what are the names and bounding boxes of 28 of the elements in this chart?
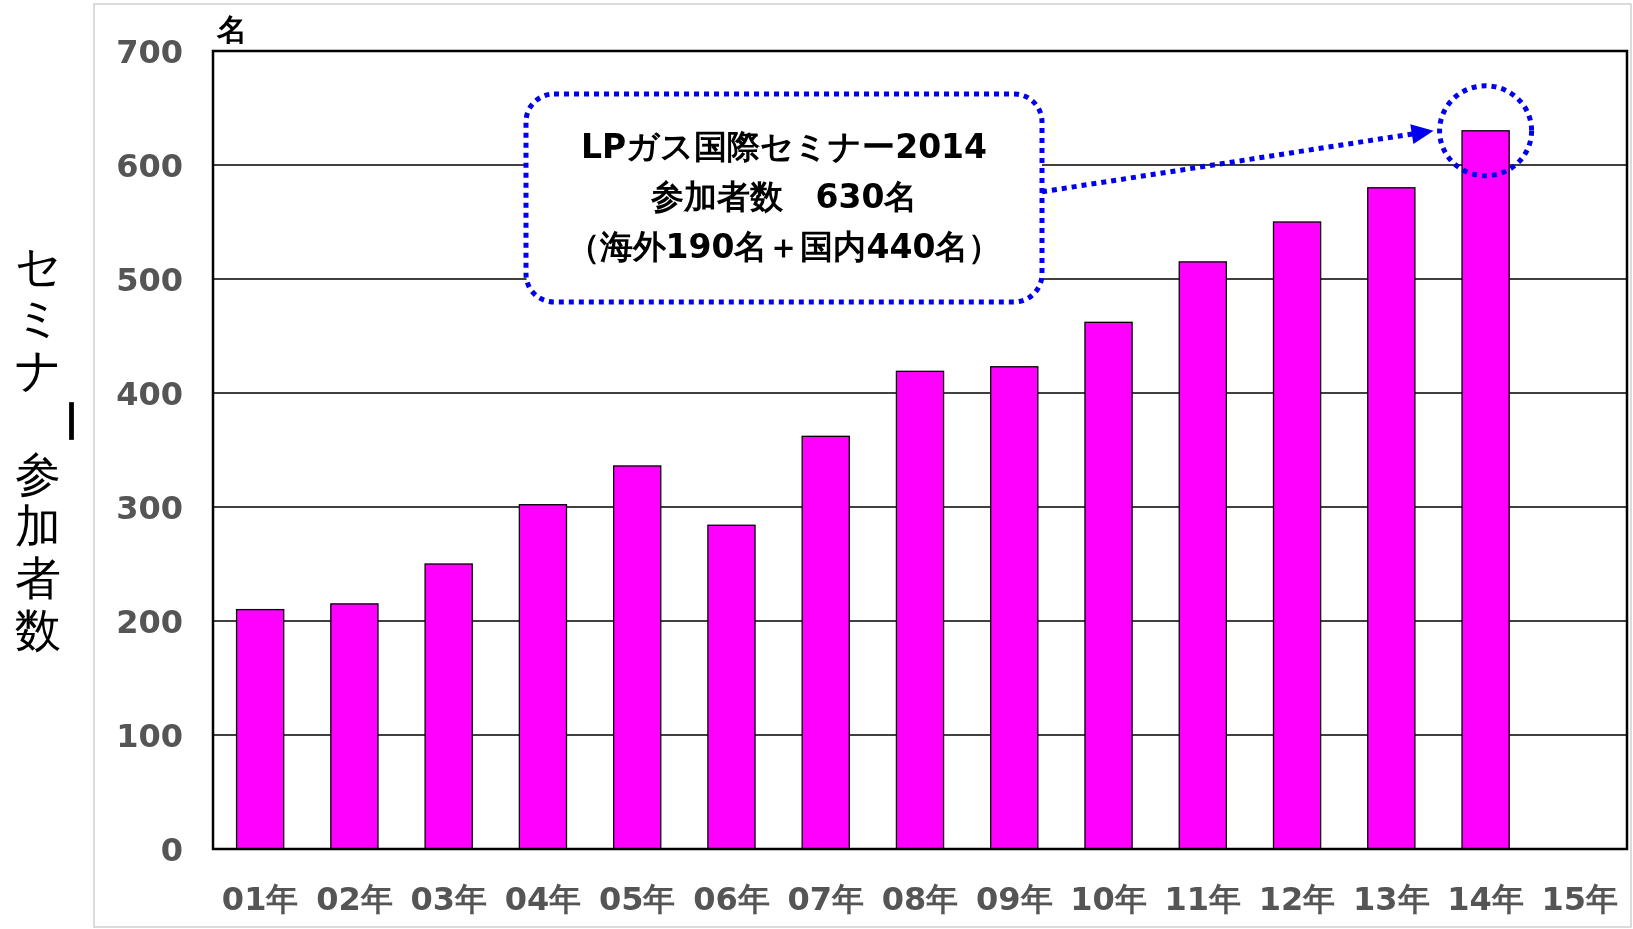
x-tick-label: 10年 bbox=[1070, 880, 1147, 918]
y-tick-label: 100 bbox=[116, 717, 183, 755]
y-tick-label: 600 bbox=[116, 147, 183, 185]
y-tick-label: 300 bbox=[116, 489, 183, 527]
y-tick-label: 700 bbox=[116, 33, 183, 71]
x-tick-label: 05年 bbox=[598, 880, 676, 918]
x-tick-label: 07年 bbox=[787, 880, 864, 918]
x-tick-label: 06年 bbox=[693, 880, 770, 918]
text: 名 bbox=[216, 12, 247, 47]
y-tick-label: 500 bbox=[116, 261, 183, 299]
y-tick-label: 200 bbox=[116, 603, 183, 641]
y-axis-title: セミナー参加者数 bbox=[15, 239, 97, 657]
annotation: LPガス国際セミナー2014 bbox=[580, 127, 988, 166]
x-tick-label: 15年 bbox=[1541, 880, 1619, 918]
annotation: （海外190名＋国内440名） bbox=[566, 227, 1002, 266]
x-tick-label: 03年 bbox=[410, 880, 487, 918]
y-tick-label: 400 bbox=[116, 375, 183, 413]
x-tick-label: 02年 bbox=[316, 880, 393, 918]
x-tick-label: 12年 bbox=[1258, 880, 1336, 918]
x-tick-label: 14年 bbox=[1447, 880, 1524, 918]
y-tick-label: 0 bbox=[160, 831, 183, 869]
x-tick-label: 13年 bbox=[1353, 880, 1430, 918]
annotation: 参加者数 630名 bbox=[649, 177, 918, 216]
x-tick-label: 08年 bbox=[881, 880, 959, 918]
x-tick-label: 01年 bbox=[221, 880, 299, 918]
x-tick-label: 04年 bbox=[504, 880, 582, 918]
x-tick-label: 09年 bbox=[976, 880, 1053, 918]
x-tick-label: 11年 bbox=[1164, 880, 1242, 918]
